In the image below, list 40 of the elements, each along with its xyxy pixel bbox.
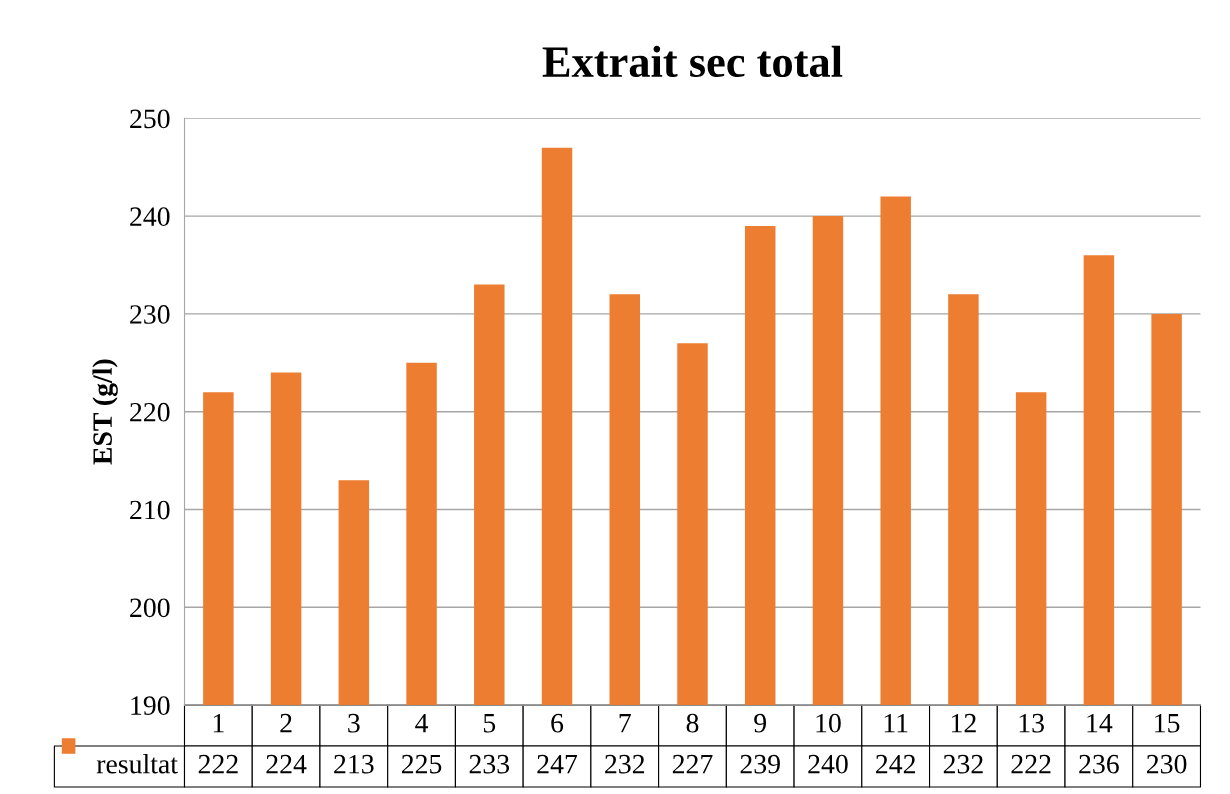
data-label: 230 [1147,754,1187,774]
y-tick-label: 220 [130,402,170,422]
x-tick-label: 1 [213,713,224,733]
x-tick-label: 12 [951,713,976,733]
x-tick-label: 10 [816,713,841,733]
data-label: 236 [1079,754,1119,774]
x-tick-label: 3 [348,713,360,733]
y-tick-label: 250 [130,109,170,129]
x-tick-label: 13 [1019,713,1044,733]
chart-title: Extrait sec total [542,45,843,78]
data-label: 227 [672,754,713,774]
y-tick-label: 210 [130,500,170,520]
data-label: 247 [537,754,578,774]
data-label: 240 [808,754,848,774]
data-label: 233 [469,754,510,774]
x-tick-label: 8 [686,713,699,733]
x-tick-label: 7 [619,714,631,733]
y-tick-label: 190 [131,696,170,715]
legend-label: resultat [96,753,178,774]
x-tick-label: 6 [551,713,564,733]
x-tick-label: 14 [1087,713,1113,733]
x-tick-label: 15 [1155,713,1180,733]
x-tick-label: 2 [280,713,292,733]
data-label: 232 [943,754,983,774]
y-axis-title: EST (g/l) [92,359,118,465]
x-tick-label: 5 [483,714,496,733]
x-tick-label: 9 [754,713,767,733]
data-label: 232 [605,754,645,774]
x-tick-label: 11 [884,713,908,733]
data-label: 222 [198,754,238,774]
y-tick-label: 240 [130,207,170,227]
data-label: 213 [334,754,374,774]
data-label: 222 [1011,754,1051,774]
data-label: 242 [876,754,915,774]
x-tick-label: 4 [415,713,429,733]
data-label: 225 [401,754,442,774]
data-label: 239 [740,754,780,774]
y-tick-label: 230 [130,305,170,324]
data-label: 224 [266,754,307,774]
y-tick-label: 200 [130,598,170,618]
